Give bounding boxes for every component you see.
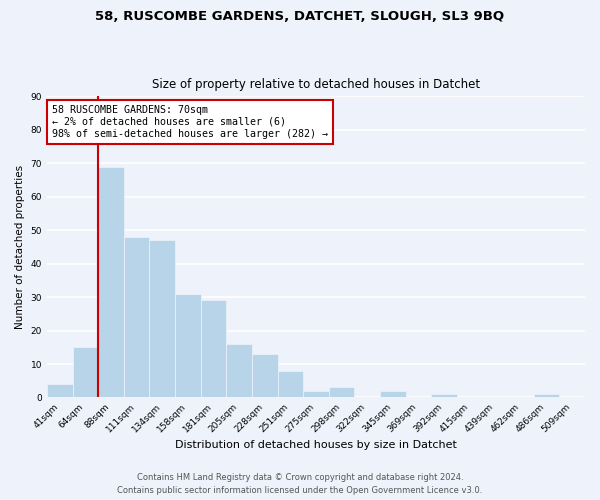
Bar	[303, 391, 329, 398]
Bar	[252, 354, 278, 398]
Bar	[175, 294, 200, 398]
Bar	[200, 300, 226, 398]
Text: 58, RUSCOMBE GARDENS, DATCHET, SLOUGH, SL3 9BQ: 58, RUSCOMBE GARDENS, DATCHET, SLOUGH, S…	[95, 10, 505, 23]
Bar	[47, 384, 73, 398]
Bar	[98, 166, 124, 398]
X-axis label: Distribution of detached houses by size in Datchet: Distribution of detached houses by size …	[175, 440, 457, 450]
Bar	[534, 394, 559, 398]
Bar	[226, 344, 252, 398]
Text: 58 RUSCOMBE GARDENS: 70sqm
← 2% of detached houses are smaller (6)
98% of semi-d: 58 RUSCOMBE GARDENS: 70sqm ← 2% of detac…	[52, 106, 328, 138]
Title: Size of property relative to detached houses in Datchet: Size of property relative to detached ho…	[152, 78, 480, 91]
Bar	[278, 370, 303, 398]
Text: Contains HM Land Registry data © Crown copyright and database right 2024.
Contai: Contains HM Land Registry data © Crown c…	[118, 473, 482, 495]
Bar	[73, 348, 98, 398]
Bar	[329, 388, 355, 398]
Bar	[149, 240, 175, 398]
Bar	[431, 394, 457, 398]
Bar	[124, 237, 149, 398]
Bar	[380, 391, 406, 398]
Y-axis label: Number of detached properties: Number of detached properties	[15, 165, 25, 329]
